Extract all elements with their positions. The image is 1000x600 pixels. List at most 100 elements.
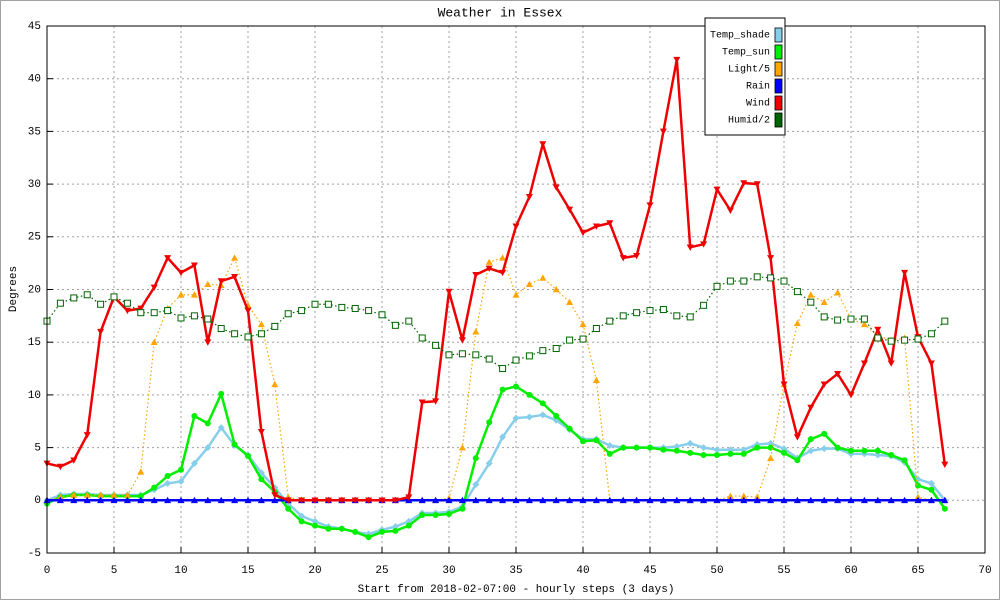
marker [539, 411, 547, 419]
marker [646, 307, 654, 315]
marker [56, 496, 64, 504]
marker [445, 351, 453, 359]
marker [137, 493, 144, 500]
marker [244, 496, 252, 504]
legend: Temp_shade Temp_sun Light/5 Rain Wind Humid/2 [704, 17, 786, 136]
marker [673, 447, 680, 454]
marker [231, 496, 239, 504]
marker [405, 522, 412, 529]
marker [834, 444, 841, 451]
marker [150, 338, 158, 345]
marker [927, 360, 935, 367]
marker [928, 486, 935, 493]
marker [485, 265, 493, 272]
marker [405, 317, 413, 325]
marker [190, 312, 198, 320]
marker [311, 300, 319, 308]
marker [592, 324, 600, 332]
x-tick-label: 40 [576, 565, 589, 577]
marker [351, 304, 359, 312]
marker [552, 345, 560, 353]
marker [244, 333, 252, 341]
marker [137, 496, 145, 504]
plot-area [43, 56, 949, 541]
marker [525, 193, 533, 201]
marker [860, 360, 868, 367]
marker [848, 447, 854, 454]
marker [606, 450, 613, 457]
marker [619, 255, 627, 262]
marker [793, 319, 801, 327]
marker [860, 496, 868, 504]
marker [915, 482, 921, 489]
marker [633, 252, 641, 260]
marker [834, 316, 842, 324]
series [43, 56, 949, 504]
marker [418, 399, 426, 406]
marker [740, 277, 748, 285]
marker [338, 525, 345, 532]
marker [659, 128, 667, 135]
marker [914, 335, 922, 343]
marker [901, 496, 909, 504]
marker [405, 494, 413, 501]
marker [499, 254, 507, 261]
marker [793, 434, 801, 441]
marker [874, 496, 882, 504]
marker [83, 496, 91, 504]
marker [204, 339, 212, 346]
marker [807, 404, 815, 412]
marker [164, 496, 172, 504]
x-tick-label: 20 [308, 565, 321, 577]
marker [284, 497, 292, 504]
marker [137, 309, 145, 317]
marker [257, 496, 265, 504]
marker [512, 414, 520, 422]
marker [150, 496, 158, 504]
marker [392, 527, 399, 534]
marker [592, 376, 600, 383]
marker [700, 301, 708, 309]
marker [927, 479, 935, 487]
marker [633, 444, 640, 451]
marker [888, 451, 895, 458]
marker [446, 511, 452, 518]
marker [914, 496, 922, 504]
marker [123, 307, 131, 315]
y-tick-label: 40 [28, 74, 41, 86]
marker [164, 479, 172, 487]
marker [56, 299, 64, 307]
marker [204, 420, 211, 427]
marker [110, 491, 118, 498]
legend-swatch [774, 61, 783, 77]
marker [781, 449, 787, 456]
marker [378, 497, 386, 504]
marker [217, 324, 225, 332]
marker [740, 180, 748, 187]
marker [512, 291, 520, 298]
marker [83, 291, 91, 299]
marker [231, 330, 239, 338]
marker [56, 463, 64, 471]
marker [686, 496, 694, 504]
marker [874, 334, 882, 342]
marker [164, 473, 171, 480]
marker [566, 206, 574, 213]
marker [580, 438, 586, 445]
legend-label: Wind [746, 98, 770, 110]
marker [499, 433, 507, 441]
marker [686, 244, 694, 251]
x-tick-label: 15 [241, 565, 254, 577]
marker [97, 496, 105, 504]
marker [579, 320, 587, 328]
marker [298, 518, 305, 525]
marker [325, 525, 332, 532]
y-tick-label: 5 [34, 443, 41, 455]
marker [525, 496, 533, 504]
marker [539, 141, 547, 148]
y-tick-label: 15 [28, 337, 41, 349]
marker [753, 181, 761, 188]
marker [312, 522, 318, 529]
marker [110, 496, 118, 504]
